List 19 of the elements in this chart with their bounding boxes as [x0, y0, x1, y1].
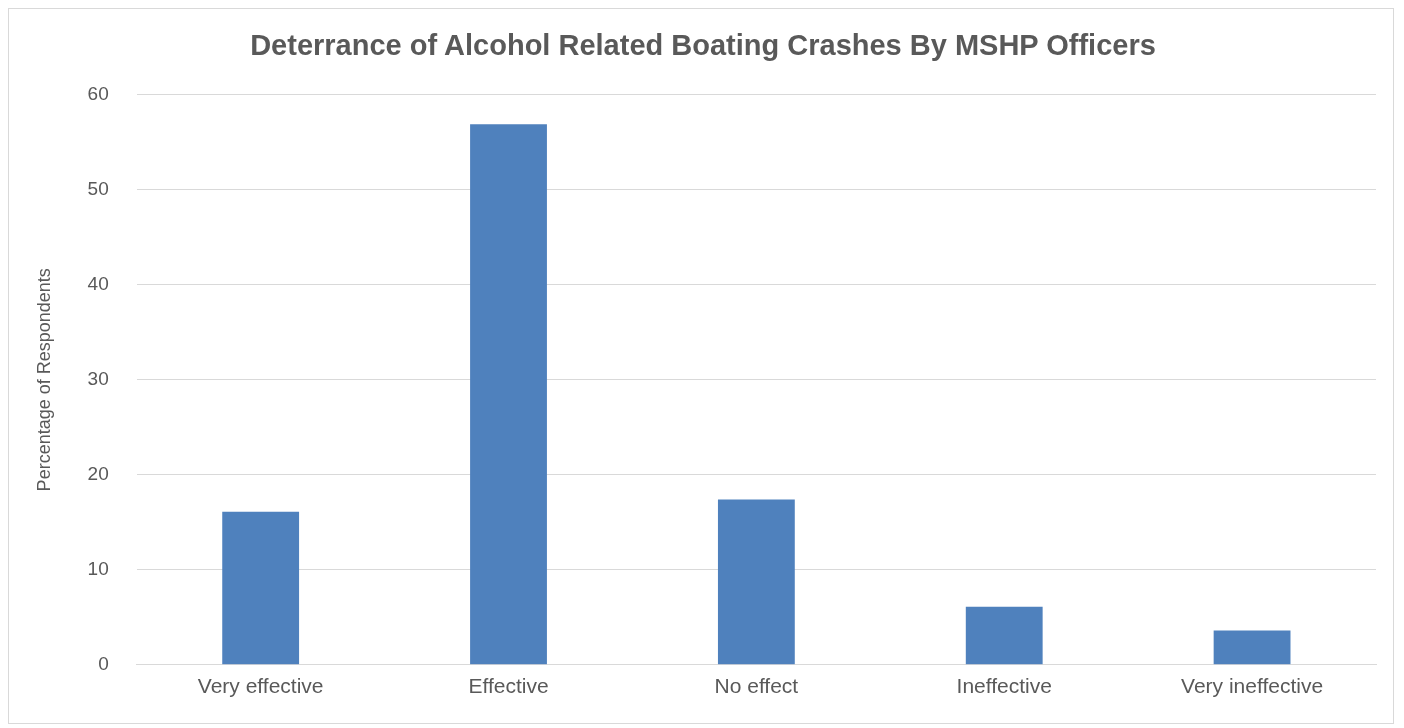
y-tick-label: 0: [98, 653, 109, 675]
y-axis-title: Percentage of Respondents: [33, 268, 54, 492]
bar: [965, 606, 1043, 665]
bar: [222, 511, 300, 665]
chart-title: Deterrance of Alcohol Related Boating Crashes By MSHP Officers: [250, 29, 1156, 62]
x-tick-label: Very effective: [197, 674, 324, 698]
bar: [470, 124, 547, 665]
x-tick-label: No effect: [714, 674, 799, 698]
y-tick-label: 10: [87, 558, 109, 580]
x-tick-label: Effective: [468, 674, 549, 698]
x-tick-label: Ineffective: [956, 674, 1052, 698]
x-tick-label: Very ineffective: [1181, 674, 1324, 698]
y-tick-label: 20: [87, 463, 109, 485]
y-tick-label: 30: [87, 368, 109, 390]
y-tick-label: 60: [87, 83, 109, 105]
y-tick-label: 50: [87, 178, 109, 200]
bar: [717, 499, 795, 665]
bar: [1213, 630, 1291, 665]
y-tick-label: 40: [87, 273, 109, 295]
